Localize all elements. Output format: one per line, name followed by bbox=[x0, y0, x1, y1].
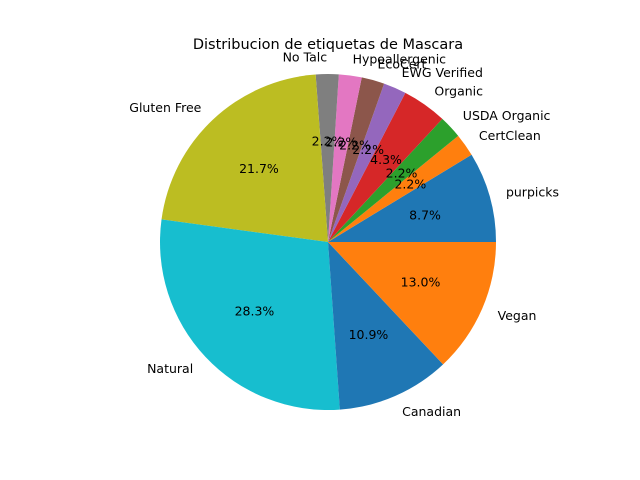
category-label-purpicks: purpicks bbox=[506, 185, 559, 200]
pie-slice-ewg-verified bbox=[328, 83, 406, 242]
percent-labels: 8.7%2.2%2.2%4.3%2.2%2.2%2.2%2.2%21.7%28.… bbox=[235, 134, 441, 342]
percent-label-usda-organic: 2.2% bbox=[386, 166, 418, 181]
category-label-usda-organic: USDA Organic bbox=[463, 108, 551, 123]
category-label-vegan: Vegan bbox=[498, 308, 537, 323]
category-labels: purpicks CertClean USDA Organic Organic EWG … bbox=[129, 50, 559, 419]
pie-slice-no-talc bbox=[315, 74, 339, 242]
category-label-hypoallergenic: Hypoallergenic bbox=[353, 51, 447, 66]
pie-slice-gluten-free bbox=[161, 74, 328, 242]
category-label-gluten-free: Gluten Free bbox=[129, 100, 201, 115]
category-label-ewg-verified: EWG Verified bbox=[402, 65, 483, 80]
category-label-organic: Organic bbox=[434, 83, 483, 98]
pie-slice-certclean bbox=[328, 135, 472, 242]
percent-label-purpicks: 8.7% bbox=[409, 207, 441, 222]
percent-label-no-talc: 2.2% bbox=[312, 134, 344, 149]
pie-slices bbox=[160, 74, 496, 410]
percent-label-gluten-free: 21.7% bbox=[239, 161, 279, 176]
percent-label-natural: 28.3% bbox=[235, 303, 275, 318]
pie-slice-natural bbox=[160, 219, 340, 410]
percent-label-ecocert: 2.2% bbox=[339, 137, 371, 152]
pie-slice-canadian bbox=[328, 242, 444, 410]
percent-label-vegan: 13.0% bbox=[401, 274, 441, 289]
category-label-natural: Natural bbox=[147, 361, 193, 376]
category-label-no-talc: No Talc bbox=[283, 50, 328, 65]
pie-slice-organic bbox=[328, 92, 443, 242]
percent-label-ewg-verified: 2.2% bbox=[352, 142, 384, 157]
pie-slice-purpicks bbox=[328, 154, 496, 242]
pie-slice-vegan bbox=[328, 242, 496, 365]
percent-label-hypoallergenic: 2.2% bbox=[326, 135, 358, 150]
category-label-certclean: CertClean bbox=[479, 128, 541, 143]
category-label-canadian: Canadian bbox=[402, 404, 461, 419]
category-label-ecocert: EcoCert bbox=[378, 56, 427, 71]
pie-slice-ecocert bbox=[328, 77, 385, 242]
chart-title: Distribucion de etiquetas de Mascara bbox=[193, 37, 463, 53]
pie-slice-usda-organic bbox=[328, 118, 459, 242]
percent-label-certclean: 2.2% bbox=[394, 176, 426, 191]
percent-label-organic: 4.3% bbox=[370, 152, 402, 167]
percent-label-canadian: 10.9% bbox=[349, 327, 389, 342]
pie-slice-hypoallergenic bbox=[328, 74, 362, 242]
